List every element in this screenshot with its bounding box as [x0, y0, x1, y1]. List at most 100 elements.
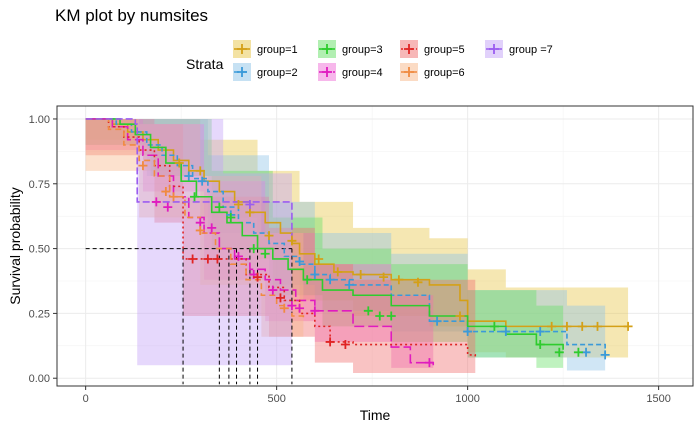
censor-mark	[295, 303, 305, 313]
y-axis-title: Survival probability	[7, 187, 23, 305]
legend-censor-mark	[322, 67, 332, 77]
censor-mark	[174, 158, 184, 168]
legend-label: group=1	[257, 44, 298, 56]
censor-mark	[151, 197, 161, 207]
y-tick-label: 1.00	[29, 114, 50, 126]
x-tick-label: 500	[267, 393, 285, 405]
censor-mark	[363, 306, 373, 316]
censor-mark	[547, 321, 557, 331]
censor-mark	[233, 251, 243, 261]
legend-label: group =7	[509, 44, 553, 56]
x-tick-label: 0	[83, 393, 89, 405]
x-axis-title: Time	[360, 407, 391, 423]
censor-mark	[344, 280, 354, 290]
censor-mark	[169, 192, 179, 202]
censor-mark	[260, 249, 270, 259]
censor-mark	[275, 293, 285, 303]
chart-title: KM plot by numsites	[55, 6, 209, 25]
y-tick-label: 0.25	[29, 308, 50, 320]
plot-panel	[57, 106, 693, 386]
censor-mark	[249, 244, 259, 254]
censor-mark	[226, 212, 236, 222]
survival-curve-group5	[85, 118, 477, 358]
censor-mark	[593, 321, 603, 331]
censor-mark	[379, 272, 389, 282]
censor-mark	[424, 358, 434, 368]
survival-curve-group7	[85, 118, 293, 236]
legend-censor-mark	[237, 44, 247, 54]
axis-ticks: 0 500 1000 1500 0.00 0.25 0.50 0.75 1.00	[29, 114, 671, 405]
censor-mark	[287, 301, 297, 311]
censor-mark	[554, 347, 564, 357]
legend-title: Strata	[186, 56, 224, 72]
grid	[57, 106, 693, 386]
censor-mark	[203, 254, 213, 264]
censor-mark	[214, 202, 224, 212]
legend-censor-mark	[489, 44, 499, 54]
legend-censor-mark	[404, 44, 414, 54]
censor-mark	[562, 321, 572, 331]
legend-label: group=6	[424, 67, 465, 79]
legend-label: group=3	[342, 44, 383, 56]
censor-mark	[195, 218, 205, 228]
legend-censor-mark	[322, 44, 332, 54]
ci-band-group6	[85, 118, 304, 358]
censor-mark	[195, 166, 205, 176]
censor-mark	[245, 207, 255, 217]
legend-label: group=5	[424, 44, 465, 56]
censor-mark	[163, 202, 173, 212]
legend: Strata group=1 group=2 group=3 group=4 group…	[186, 40, 553, 81]
legend-label: group=4	[342, 67, 383, 79]
censor-mark	[310, 306, 320, 316]
ci-band-group1	[85, 118, 629, 358]
censor-mark	[212, 254, 222, 264]
y-tick-label: 0.50	[29, 244, 50, 256]
censor-mark	[268, 285, 278, 295]
censor-mark	[489, 321, 499, 331]
ci-band-group2	[85, 118, 606, 374]
censor-mark	[190, 192, 200, 202]
censor-mark	[287, 236, 297, 246]
x-tick-label: 1500	[646, 393, 670, 405]
censor-mark	[577, 321, 587, 331]
censor-mark	[253, 272, 263, 282]
censor-mark	[195, 225, 205, 235]
ci-band-group5	[85, 118, 476, 376]
censor-mark	[623, 321, 633, 331]
plot-border	[56, 105, 694, 387]
censor-mark	[581, 347, 591, 357]
censor-mark	[386, 311, 396, 321]
censor-mark	[279, 303, 289, 313]
survival-curve-group3	[85, 118, 564, 350]
censor-mark	[413, 277, 423, 287]
censor-mark	[356, 270, 366, 280]
censor-mark	[535, 327, 545, 337]
censor-mark	[463, 327, 473, 337]
y-tick-label: 0.00	[29, 373, 50, 385]
censor-mark	[207, 223, 217, 233]
censor-mark	[573, 347, 583, 357]
censor-mark	[325, 275, 335, 285]
censor-mark	[535, 340, 545, 350]
censor-mark	[600, 350, 610, 360]
censor-mark	[455, 311, 465, 321]
censor-mark	[432, 316, 442, 326]
censor-mark	[197, 176, 207, 186]
censor-mark	[302, 275, 312, 285]
censor-marks	[138, 158, 633, 368]
legend-censor-mark	[237, 67, 247, 77]
censor-mark	[233, 200, 243, 210]
censor-mark	[188, 254, 198, 264]
legend-censor-mark	[404, 67, 414, 77]
legend-label: group=2	[257, 67, 298, 79]
censor-mark	[314, 254, 324, 264]
censor-mark	[295, 257, 305, 267]
ci-band-group3	[85, 118, 564, 371]
censor-mark	[310, 270, 320, 280]
censor-mark	[245, 200, 255, 210]
censor-mark	[184, 171, 194, 181]
censor-mark	[501, 327, 511, 337]
censor-mark	[333, 267, 343, 277]
censor-mark	[138, 161, 148, 171]
